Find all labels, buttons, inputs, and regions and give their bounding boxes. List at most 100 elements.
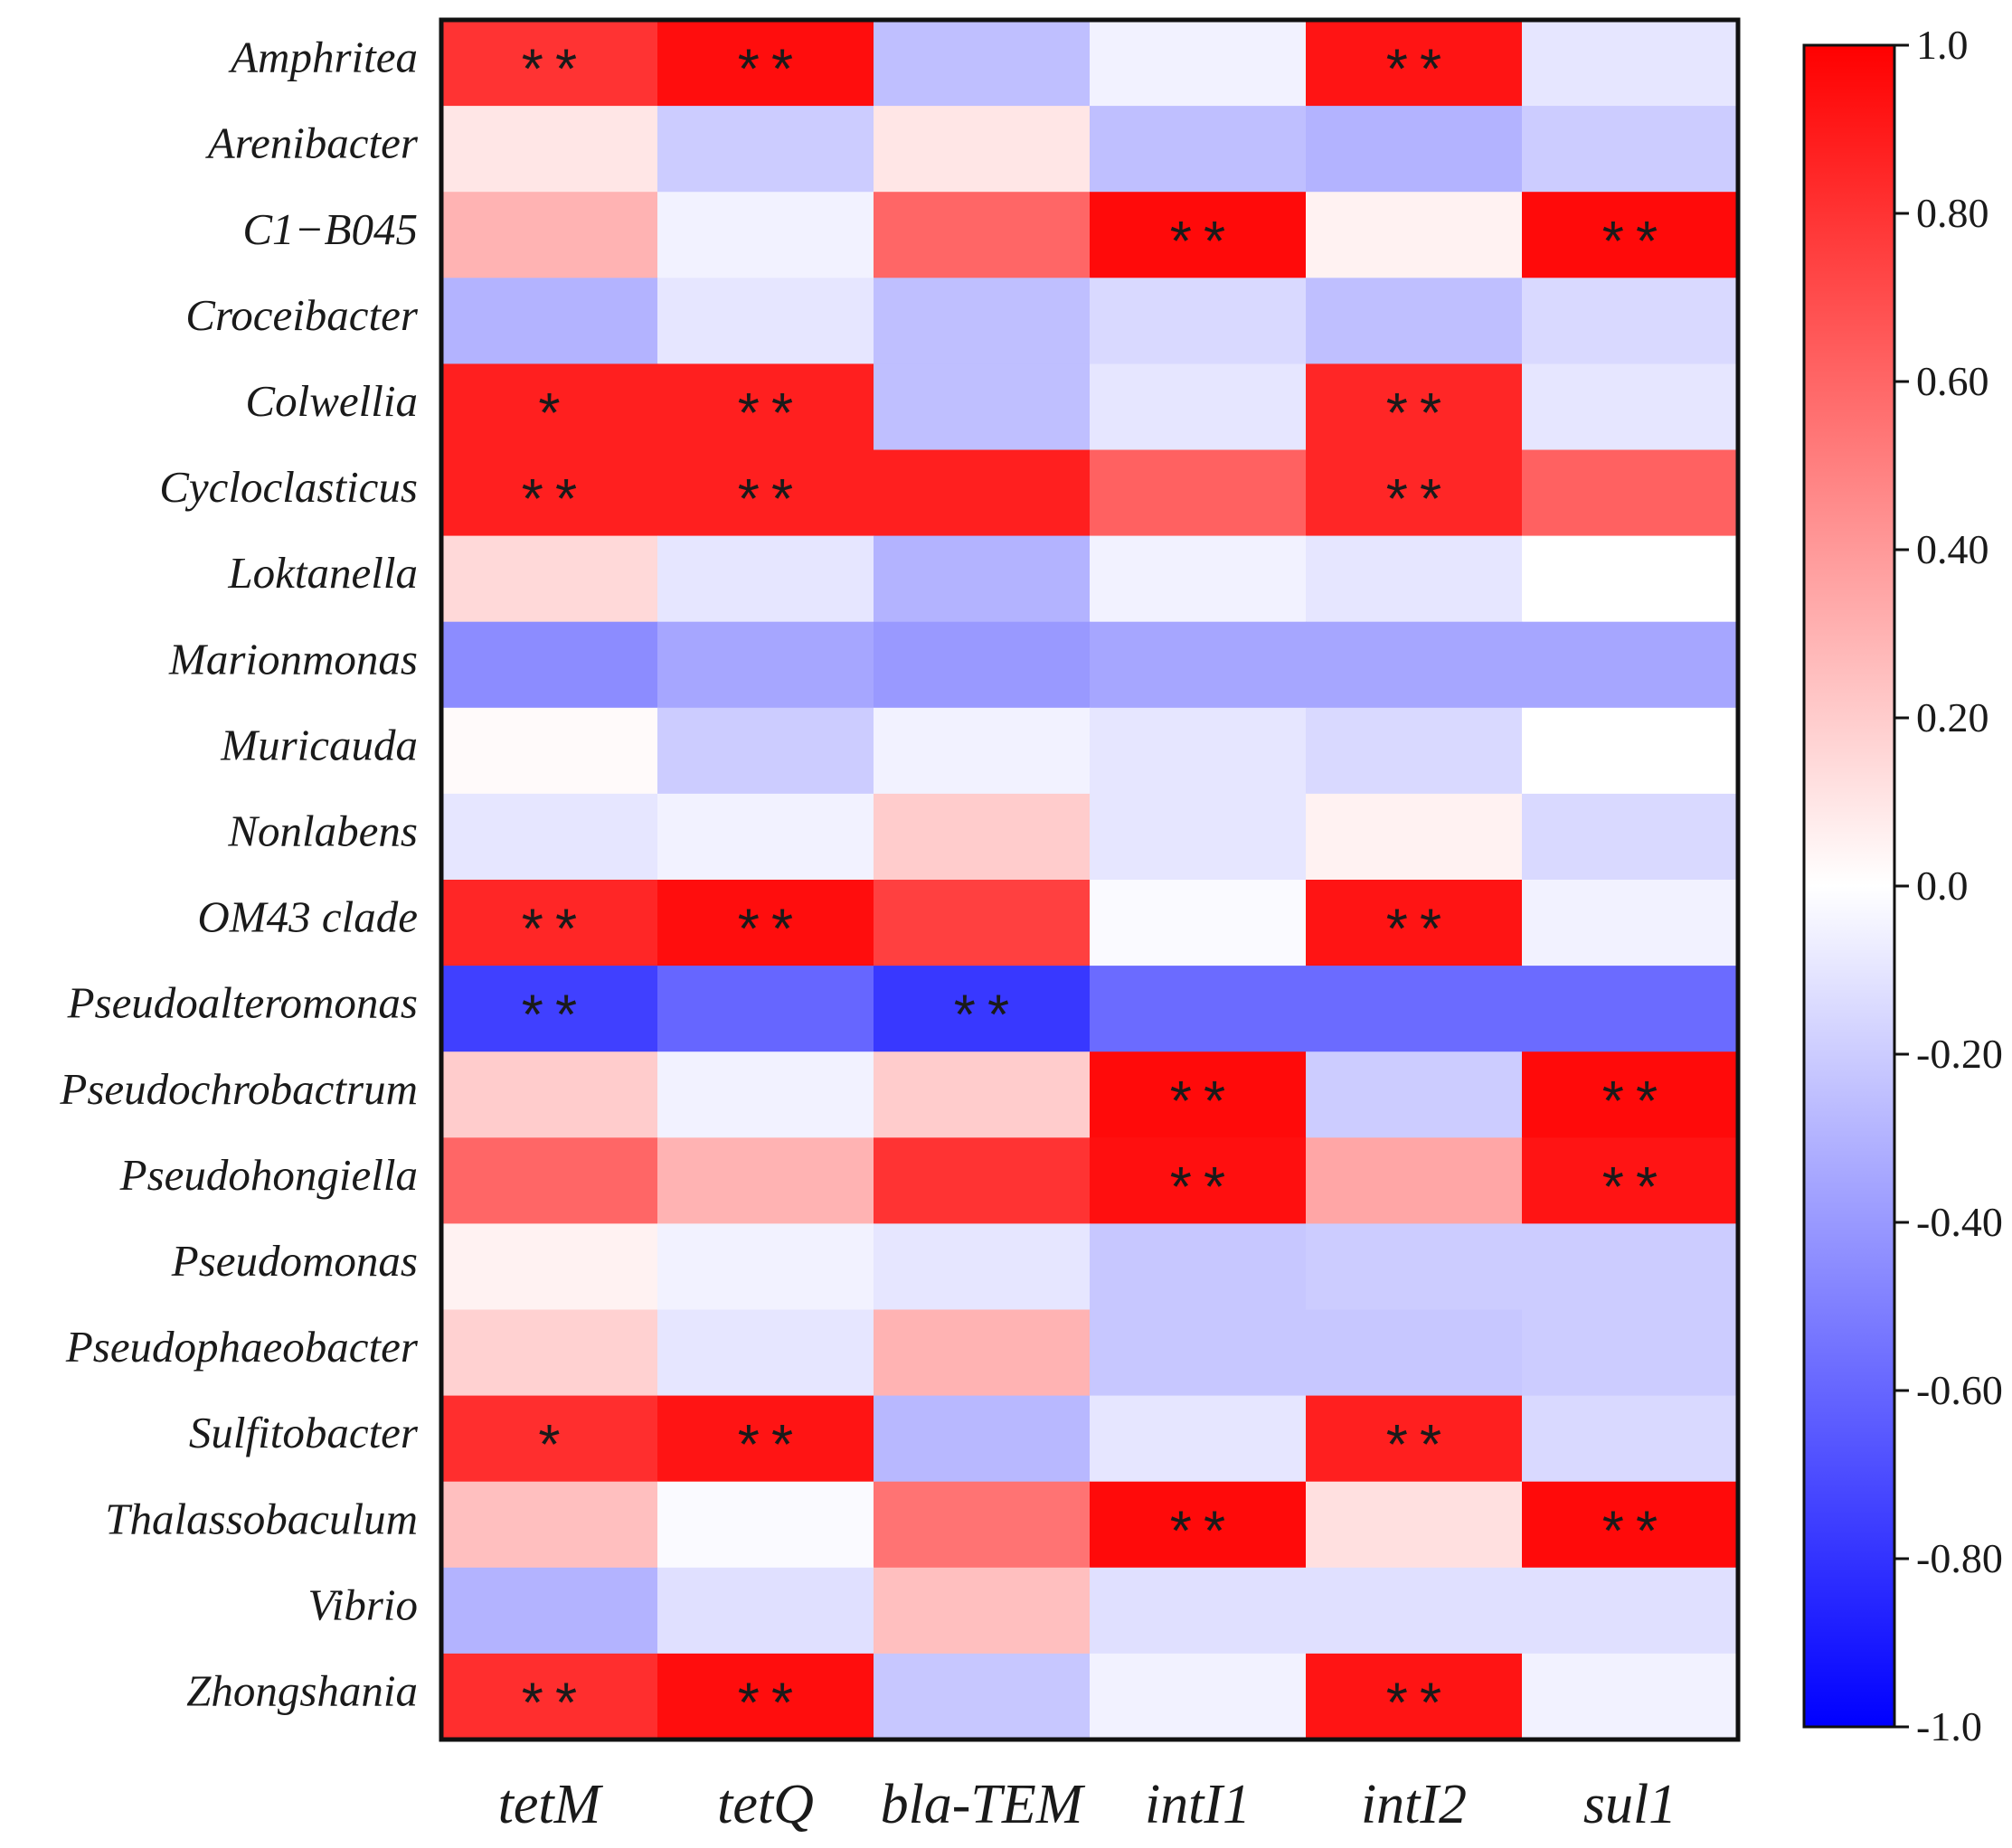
row-label-amphritea: Amphritea	[228, 33, 418, 82]
cell-thalassobaculum-bla-tem	[874, 1481, 1091, 1569]
cell-nonlabens-tetq	[657, 793, 874, 881]
cell-om43-clade-tetq	[657, 880, 874, 966]
row-label-pseudophaeobacter: Pseudophaeobacter	[65, 1322, 419, 1372]
significance-markers: ** ** **** *** ** **** ** **** ** **** **** **** ***…	[515, 43, 1663, 1741]
cell-marionmonas-inti1	[1090, 621, 1307, 709]
row-label-muricauda: Muricauda	[220, 720, 418, 769]
significance-zhongshania-inti2: **	[1380, 1676, 1447, 1740]
cell-zhongshania-inti2	[1306, 1653, 1523, 1740]
cell-thalassobaculum-sul1	[1522, 1481, 1739, 1569]
significance-om43-clade-inti2: **	[1380, 903, 1447, 967]
row-label-colwellia: Colwellia	[245, 376, 418, 426]
significance-c1-b045-sul1: **	[1596, 215, 1663, 279]
cell-croceibacter-sul1	[1522, 278, 1739, 364]
cell-cycloclasticus-tetq	[657, 449, 874, 537]
row-label-vibrio: Vibrio	[307, 1579, 418, 1629]
cell-loktanella-bla-tem	[874, 535, 1091, 623]
cell-pseudohongiella-sul1	[1522, 1137, 1739, 1224]
cell-thalassobaculum-tetm	[441, 1481, 658, 1569]
row-label-sulfitobacter: Sulfitobacter	[189, 1408, 419, 1457]
cell-amphritea-inti2	[1306, 20, 1523, 107]
cell-colwellia-tetm	[441, 363, 658, 451]
cell-om43-clade-tetm	[441, 880, 658, 966]
colorbar-tick-label: -0.60	[1916, 1367, 2003, 1413]
colorbar-tick-label: -0.40	[1916, 1199, 2003, 1245]
colorbar: 1.0 0.80 0.60 0.40 0.20 0.0 -0.20 -0.40 -0.60 -0.…	[1802, 22, 2003, 1749]
significance-om43-clade-tetq: **	[732, 903, 798, 967]
significance-colwellia-tetq: **	[732, 387, 798, 451]
cell-vibrio-inti1	[1090, 1567, 1307, 1655]
significance-thalassobaculum-sul1: **	[1596, 1504, 1663, 1569]
column-labels: tetM tetQ bla-TEM intI1 intI2 sul1	[498, 1774, 1677, 1835]
significance-pseudohongiella-inti1: **	[1164, 1161, 1231, 1225]
cell-sulfitobacter-inti1	[1090, 1395, 1307, 1483]
cell-om43-clade-inti1	[1090, 880, 1307, 966]
cell-pseudomonas-tetq	[657, 1223, 874, 1311]
cell-c1-b045-tetm	[441, 192, 658, 278]
significance-pseudohongiella-sul1: **	[1596, 1161, 1663, 1225]
cell-muricauda-inti1	[1090, 707, 1307, 795]
cell-vibrio-bla-tem	[874, 1567, 1091, 1655]
cell-pseudomonas-inti1	[1090, 1223, 1307, 1311]
significance-amphritea-tetm: **	[515, 43, 582, 108]
colorbar-tick-label: -0.80	[1916, 1535, 2003, 1581]
row-label-pseudomonas: Pseudomonas	[171, 1236, 418, 1286]
cell-zhongshania-tetq	[657, 1653, 874, 1740]
cell-amphritea-sul1	[1522, 20, 1739, 107]
cell-pseudochrobactrum-tetm	[441, 1051, 658, 1138]
cell-pseudophaeobacter-inti2	[1306, 1309, 1523, 1397]
cell-pseudohongiella-inti2	[1306, 1137, 1523, 1224]
significance-om43-clade-tetm: **	[515, 903, 582, 967]
heatmap-frame	[439, 17, 1741, 1742]
significance-pseudochrobactrum-inti1: **	[1164, 1075, 1231, 1139]
significance-colwellia-tetm: *	[533, 387, 566, 451]
cell-pseudophaeobacter-bla-tem	[874, 1309, 1091, 1397]
colorbar-tick-label: 0.80	[1916, 190, 1989, 236]
significance-thalassobaculum-inti1: **	[1164, 1504, 1231, 1569]
cell-pseudohongiella-inti1	[1090, 1137, 1307, 1224]
column-label-bla-tem: bla-TEM	[881, 1774, 1086, 1835]
significance-zhongshania-tetm: **	[515, 1676, 582, 1740]
cell-pseudoalteromonas-tetq	[657, 966, 874, 1052]
cell-vibrio-tetq	[657, 1567, 874, 1655]
cell-zhongshania-tetm	[441, 1653, 658, 1740]
colorbar-ticks: 1.0 0.80 0.60 0.40 0.20 0.0 -0.20 -0.40 -0.60 -0.…	[1894, 22, 2003, 1749]
cell-sulfitobacter-tetq	[657, 1395, 874, 1483]
row-label-nonlabens: Nonlabens	[227, 806, 418, 855]
cell-cycloclasticus-inti2	[1306, 449, 1523, 537]
cell-arenibacter-sul1	[1522, 106, 1739, 193]
significance-sulfitobacter-tetq: **	[732, 1419, 798, 1483]
cell-pseudoalteromonas-inti2	[1306, 966, 1523, 1052]
cell-loktanella-inti1	[1090, 535, 1307, 623]
cell-marionmonas-tetm	[441, 621, 658, 709]
row-label-pseudochrobactrum: Pseudochrobactrum	[59, 1064, 418, 1114]
row-label-om43-clade: OM43 clade	[197, 892, 418, 942]
cell-sulfitobacter-tetm	[441, 1395, 658, 1483]
cell-pseudoalteromonas-sul1	[1522, 966, 1739, 1052]
cell-sulfitobacter-bla-tem	[874, 1395, 1091, 1483]
cell-pseudomonas-sul1	[1522, 1223, 1739, 1311]
significance-sulfitobacter-tetm: *	[533, 1419, 566, 1483]
cell-pseudochrobactrum-inti2	[1306, 1051, 1523, 1138]
cell-pseudochrobactrum-tetq	[657, 1051, 874, 1138]
cell-muricauda-inti2	[1306, 707, 1523, 795]
cell-marionmonas-inti2	[1306, 621, 1523, 709]
cell-colwellia-inti2	[1306, 363, 1523, 451]
column-label-tetm: tetM	[498, 1774, 604, 1835]
cell-croceibacter-bla-tem	[874, 278, 1091, 364]
colorbar-gradient	[1802, 43, 1896, 1729]
cell-amphritea-tetq	[657, 20, 874, 107]
cell-c1-b045-tetq	[657, 192, 874, 278]
cell-nonlabens-tetm	[441, 793, 658, 881]
significance-amphritea-inti2: **	[1380, 43, 1447, 108]
colorbar-tick-label: 0.60	[1916, 358, 1989, 404]
significance-zhongshania-tetq: **	[732, 1676, 798, 1740]
cell-cycloclasticus-tetm	[441, 449, 658, 537]
cell-croceibacter-inti2	[1306, 278, 1523, 364]
cell-pseudophaeobacter-inti1	[1090, 1309, 1307, 1397]
cell-muricauda-sul1	[1522, 707, 1739, 795]
cell-zhongshania-bla-tem	[874, 1653, 1091, 1740]
cell-sulfitobacter-sul1	[1522, 1395, 1739, 1483]
cell-nonlabens-inti2	[1306, 793, 1523, 881]
